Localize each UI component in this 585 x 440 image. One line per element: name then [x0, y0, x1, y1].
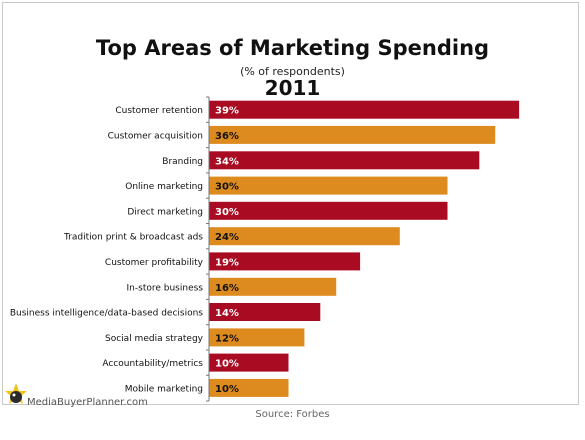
bar: [209, 353, 289, 372]
brand-name: MediaBuyerPlanner.com: [27, 397, 148, 408]
value-label: 24%: [215, 232, 239, 243]
value-label: 30%: [215, 207, 239, 218]
category-label: Accountability/metrics: [102, 359, 203, 369]
bar: [209, 378, 289, 397]
value-label: 16%: [215, 283, 239, 294]
value-label: 30%: [215, 182, 239, 193]
value-label: 39%: [215, 106, 239, 117]
value-label: 10%: [215, 384, 239, 395]
category-label: Mobile marketing: [125, 384, 203, 394]
value-label: 12%: [215, 333, 239, 344]
category-label: In-store business: [127, 283, 204, 293]
category-label: Branding: [162, 157, 203, 167]
bar: [209, 328, 305, 347]
chart-subtitle: (% of respondents): [240, 65, 345, 78]
bar: [209, 125, 496, 144]
category-label: Tradition print & broadcast ads: [63, 233, 203, 243]
bar: [209, 151, 480, 170]
value-label: 14%: [215, 308, 239, 319]
bar: [209, 176, 448, 195]
value-label: 10%: [215, 359, 239, 370]
media-buyer-planner-logo-icon: [5, 383, 27, 404]
bar: [209, 252, 361, 271]
bar: [209, 100, 520, 119]
category-label: Customer acquisition: [108, 131, 203, 141]
category-label: Customer retention: [115, 106, 203, 116]
category-label: Customer profitability: [105, 258, 204, 268]
source-note: Source: Forbes: [255, 409, 330, 420]
category-label: Direct marketing: [127, 207, 203, 217]
bar: [209, 303, 321, 321]
value-label: 34%: [215, 156, 239, 167]
chart-title: Top Areas of Marketing Spending: [95, 36, 490, 60]
value-label: 19%: [215, 257, 239, 268]
value-label: 36%: [215, 131, 239, 142]
category-label: Business intelligence/data-based decisio…: [10, 309, 203, 319]
category-label: Social media strategy: [105, 334, 204, 344]
bar: [209, 201, 448, 220]
bar: [209, 227, 400, 246]
category-label: Online marketing: [125, 182, 203, 192]
bar: [209, 277, 337, 296]
chart-year: 2011: [264, 76, 321, 100]
